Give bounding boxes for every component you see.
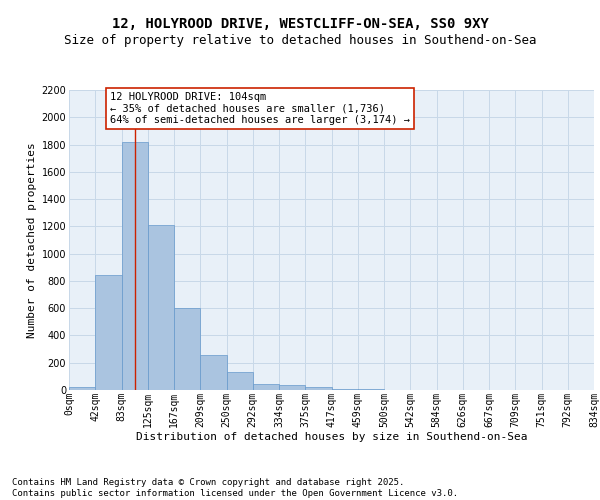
Bar: [358, 388, 384, 390]
Text: Contains HM Land Registry data © Crown copyright and database right 2025.
Contai: Contains HM Land Registry data © Crown c…: [12, 478, 458, 498]
Bar: [69, 388, 95, 390]
Text: 12, HOLYROOD DRIVE, WESTCLIFF-ON-SEA, SS0 9XY: 12, HOLYROOD DRIVE, WESTCLIFF-ON-SEA, SS…: [112, 18, 488, 32]
Y-axis label: Number of detached properties: Number of detached properties: [28, 142, 37, 338]
Text: 12 HOLYROOD DRIVE: 104sqm
← 35% of detached houses are smaller (1,736)
64% of se: 12 HOLYROOD DRIVE: 104sqm ← 35% of detac…: [110, 92, 410, 125]
Bar: [174, 308, 200, 390]
Bar: [253, 384, 279, 390]
Text: Size of property relative to detached houses in Southend-on-Sea: Size of property relative to detached ho…: [64, 34, 536, 47]
Bar: [95, 275, 121, 390]
Bar: [200, 355, 227, 390]
Bar: [148, 225, 174, 390]
Bar: [279, 385, 305, 390]
Bar: [305, 386, 331, 390]
Bar: [121, 142, 148, 390]
X-axis label: Distribution of detached houses by size in Southend-on-Sea: Distribution of detached houses by size …: [136, 432, 527, 442]
Bar: [227, 372, 253, 390]
